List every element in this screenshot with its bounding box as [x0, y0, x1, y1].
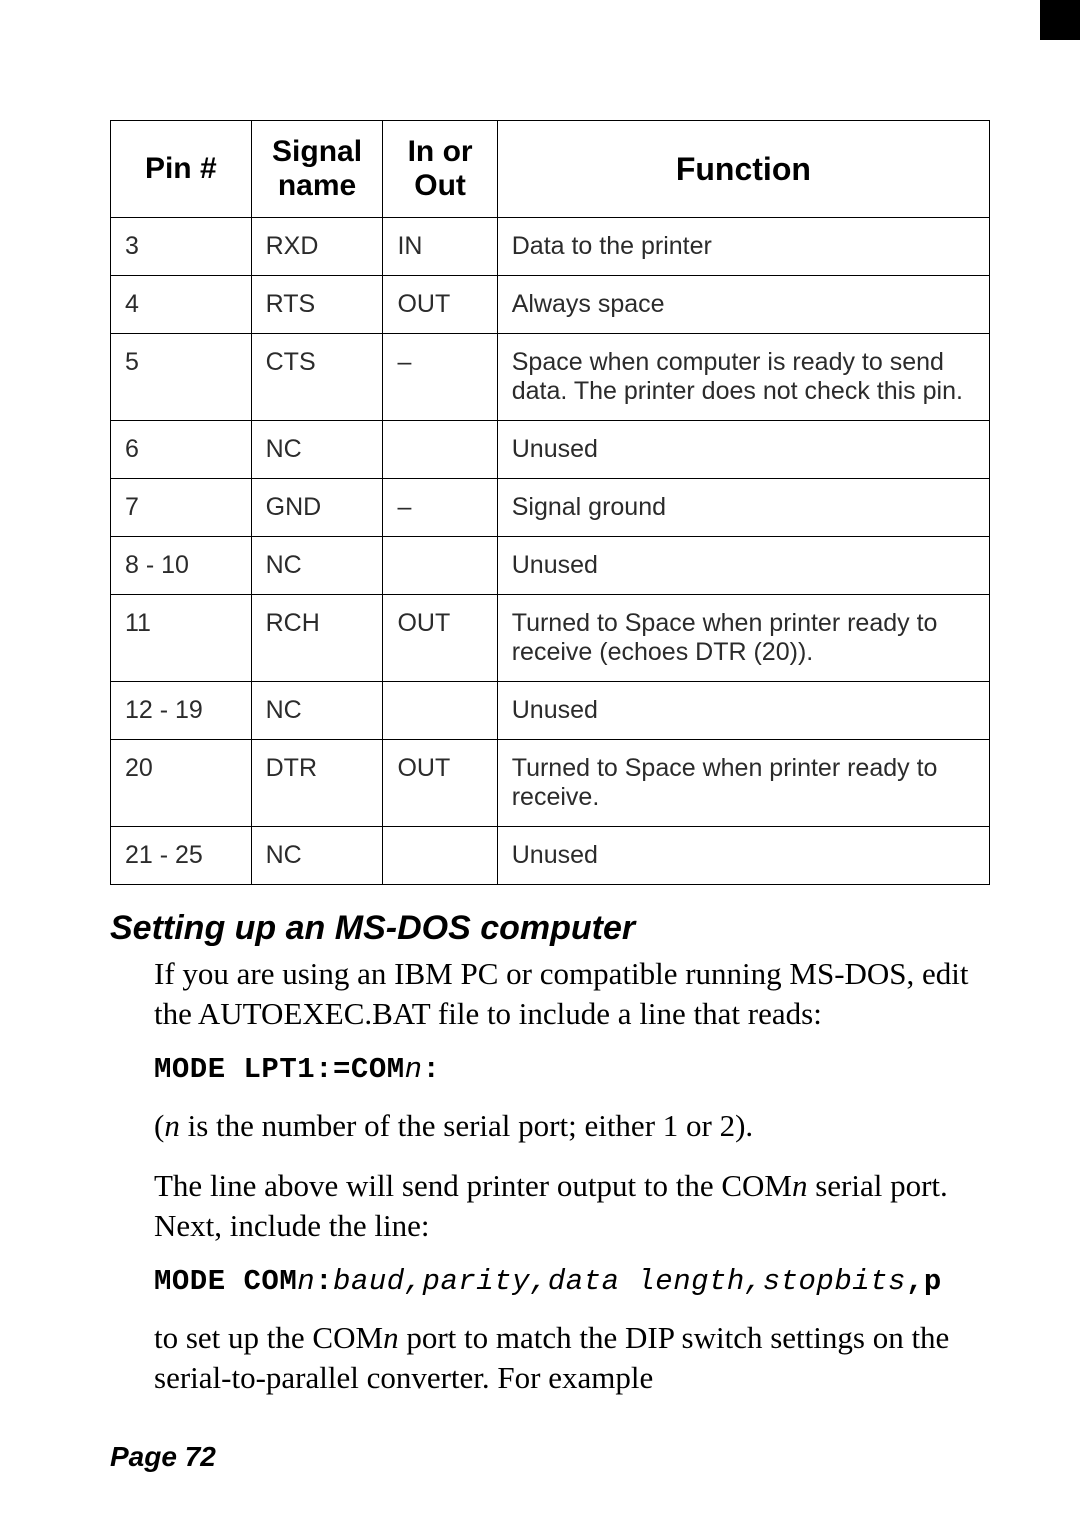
p2-rest: is the number of the serial port; either…: [180, 1108, 753, 1143]
p3a: The line above will send printer output …: [154, 1168, 792, 1203]
paragraph-1: If you are using an IBM PC or compatible…: [154, 954, 990, 1033]
table-header-row: Pin # Signal name In or Out Function: [111, 121, 990, 218]
cell-pin: 20: [111, 740, 252, 827]
cell-function: Data to the printer: [497, 218, 989, 276]
cell-function: Always space: [497, 276, 989, 334]
cell-function: Space when computer is ready to send dat…: [497, 334, 989, 421]
cell-signal: GND: [251, 479, 383, 537]
cell-pin: 6: [111, 421, 252, 479]
cell-signal: DTR: [251, 740, 383, 827]
table-body: 3 RXD IN Data to the printer 4 RTS OUT A…: [111, 218, 990, 885]
p2-ital: n: [164, 1108, 180, 1143]
table-row: 5 CTS – Space when computer is ready to …: [111, 334, 990, 421]
cell-function: Unused: [497, 537, 989, 595]
col-header-pin: Pin #: [111, 121, 252, 218]
table-row: 7 GND – Signal ground: [111, 479, 990, 537]
cell-pin: 8 - 10: [111, 537, 252, 595]
cell-inout: [383, 421, 497, 479]
cell-signal: RTS: [251, 276, 383, 334]
cell-function: Turned to Space when printer ready to re…: [497, 740, 989, 827]
cell-inout: [383, 537, 497, 595]
cell-pin: 3: [111, 218, 252, 276]
p2-open: (: [154, 1108, 164, 1143]
page-number: Page 72: [110, 1441, 216, 1473]
cell-inout: –: [383, 479, 497, 537]
cell-function: Unused: [497, 682, 989, 740]
cell-function: Unused: [497, 421, 989, 479]
p4-ital: n: [383, 1320, 399, 1355]
table-row: 21 - 25 NC Unused: [111, 827, 990, 885]
cell-function: Signal ground: [497, 479, 989, 537]
cell-inout: OUT: [383, 276, 497, 334]
code1-suffix: :: [423, 1053, 441, 1086]
col-header-inout: In or Out: [383, 121, 497, 218]
col-header-function: Function: [497, 121, 989, 218]
cell-pin: 12 - 19: [111, 682, 252, 740]
cell-signal: NC: [251, 682, 383, 740]
p4a: to set up the COM: [154, 1320, 383, 1355]
table-row: 11 RCH OUT Turned to Space when printer …: [111, 595, 990, 682]
p3-ital: n: [792, 1168, 808, 1203]
cell-inout: OUT: [383, 740, 497, 827]
section-heading: Setting up an MS-DOS computer: [110, 909, 990, 948]
col-header-signal: Signal name: [251, 121, 383, 218]
cell-function: Turned to Space when printer ready to re…: [497, 595, 989, 682]
cell-signal: NC: [251, 827, 383, 885]
cell-pin: 11: [111, 595, 252, 682]
code2-suffix: ,p: [906, 1265, 942, 1298]
cell-signal: NC: [251, 421, 383, 479]
cell-pin: 5: [111, 334, 252, 421]
code2-prefix: MODE COM: [154, 1265, 297, 1298]
cell-signal: CTS: [251, 334, 383, 421]
code2-ital1: n: [297, 1265, 315, 1298]
cell-signal: NC: [251, 537, 383, 595]
cell-function: Unused: [497, 827, 989, 885]
paragraph-3: The line above will send printer output …: [154, 1166, 990, 1245]
pinout-table: Pin # Signal name In or Out Function 3 R…: [110, 120, 990, 885]
cell-inout: IN: [383, 218, 497, 276]
cell-inout: [383, 682, 497, 740]
code2-mid1: :: [315, 1265, 333, 1298]
cell-inout: –: [383, 334, 497, 421]
table-row: 8 - 10 NC Unused: [111, 537, 990, 595]
code-line-2: MODE COMn:baud,parity,data length,stopbi…: [154, 1265, 990, 1298]
table-row: 3 RXD IN Data to the printer: [111, 218, 990, 276]
cell-pin: 7: [111, 479, 252, 537]
paragraph-4: to set up the COMn port to match the DIP…: [154, 1318, 990, 1397]
table-row: 20 DTR OUT Turned to Space when printer …: [111, 740, 990, 827]
paragraph-2: (n is the number of the serial port; eit…: [154, 1106, 990, 1146]
table-row: 4 RTS OUT Always space: [111, 276, 990, 334]
code2-ital2: baud,parity,data length,stopbits: [333, 1265, 906, 1298]
cell-inout: [383, 827, 497, 885]
cell-pin: 4: [111, 276, 252, 334]
table-row: 12 - 19 NC Unused: [111, 682, 990, 740]
code1-prefix: MODE LPT1:=COM: [154, 1053, 405, 1086]
code-line-1: MODE LPT1:=COMn:: [154, 1053, 990, 1086]
cell-signal: RCH: [251, 595, 383, 682]
cell-signal: RXD: [251, 218, 383, 276]
cell-inout: OUT: [383, 595, 497, 682]
corner-mark: [1040, 0, 1080, 40]
cell-pin: 21 - 25: [111, 827, 252, 885]
table-row: 6 NC Unused: [111, 421, 990, 479]
code1-ital: n: [405, 1053, 423, 1086]
